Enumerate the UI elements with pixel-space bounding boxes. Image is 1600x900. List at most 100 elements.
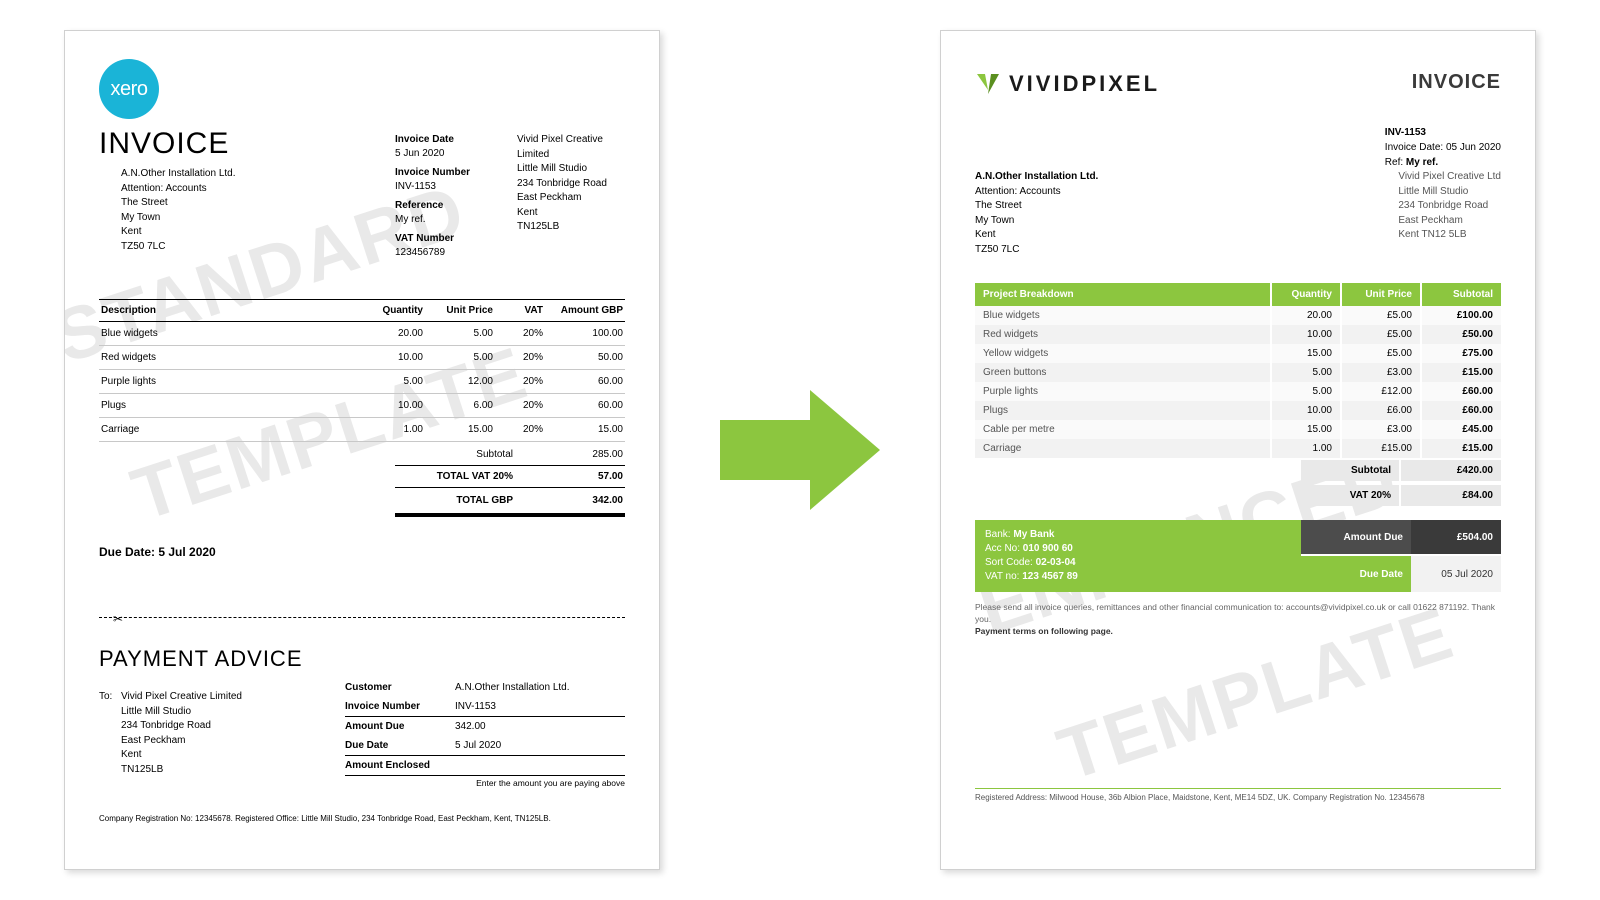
table-cell: £3.00 <box>1341 363 1421 382</box>
table-cell: Carriage <box>99 418 365 442</box>
meta-date-right: Invoice Date: 05 Jun 2020 <box>1385 140 1501 155</box>
arrow-icon <box>700 390 900 510</box>
bank-info: Bank: My Bank Acc No: 010 900 60 Sort Co… <box>975 520 1301 592</box>
advice-note: Enter the amount you are paying above <box>345 778 625 788</box>
bank-l2: 010 900 60 <box>1023 543 1073 554</box>
table-cell: £15.00 <box>1341 439 1421 458</box>
meta-date-label: Invoice Date <box>395 133 505 147</box>
from-l6: Kent <box>517 206 625 221</box>
col-header: Project Breakdown <box>975 283 1271 306</box>
meta-num-label: Invoice Number <box>395 166 505 180</box>
table-cell: 20% <box>495 370 545 394</box>
table-cell: 60.00 <box>545 394 625 418</box>
table-row: Red widgets10.00£5.00£50.00 <box>975 325 1501 344</box>
table-cell: Blue widgets <box>99 322 365 346</box>
subtotal-value-right: £420.00 <box>1401 460 1501 481</box>
advice-to-l3: 234 Tonbridge Road <box>121 719 345 734</box>
vat-label: TOTAL VAT 20% <box>433 471 553 482</box>
table-cell: 1.00 <box>1271 439 1341 458</box>
from-l2: Limited <box>517 148 625 163</box>
from-l1: Vivid Pixel Creative <box>517 133 625 148</box>
advice-to-label: To: <box>99 690 121 705</box>
scissors-icon: ✂ <box>113 612 123 626</box>
invoice-title-right: INVOICE <box>1412 71 1501 94</box>
from-block: Vivid Pixel Creative Limited Little Mill… <box>505 127 625 259</box>
table-cell: £50.00 <box>1421 325 1501 344</box>
meta-num-right: INV-1153 <box>1385 127 1426 138</box>
subtotal-row-right: Subtotal £420.00 <box>975 460 1501 481</box>
advice-amt-label: Amount Due <box>345 721 455 732</box>
advice-due-label: Due Date <box>345 740 455 751</box>
page-footer-right: Registered Address: Milwood House, 36b A… <box>975 793 1501 802</box>
bank-l1-pre: Bank: <box>985 529 1013 540</box>
invoice-meta: Invoice Date 5 Jun 2020 Invoice Number I… <box>395 127 505 259</box>
total-label: TOTAL GBP <box>433 495 553 506</box>
advice-to-l5: Kent <box>121 748 345 763</box>
meta-ref-label: Reference <box>395 199 505 213</box>
table-cell: £5.00 <box>1341 344 1421 363</box>
from-right: Vivid Pixel Creative Ltd Little Mill Stu… <box>1398 170 1501 257</box>
line-items-table: DescriptionQuantityUnit PriceVATAmount G… <box>99 299 625 442</box>
payment-note-l2: Payment terms on following page. <box>975 626 1113 636</box>
totals-block: Subtotal285.00 TOTAL VAT 20%57.00 TOTAL … <box>99 444 625 517</box>
table-cell: £75.00 <box>1421 344 1501 363</box>
table-row: Blue widgets20.00£5.00£100.00 <box>975 306 1501 325</box>
line-items-table-right: Project BreakdownQuantityUnit PriceSubto… <box>975 283 1501 458</box>
advice-to-block: To:Vivid Pixel Creative Limited Little M… <box>99 678 345 788</box>
table-cell: 20.00 <box>1271 306 1341 325</box>
table-row: Purple lights5.00£12.00£60.00 <box>975 382 1501 401</box>
table-cell: 10.00 <box>1271 325 1341 344</box>
advice-to-l1: Vivid Pixel Creative Limited <box>121 691 242 702</box>
table-row: Purple lights5.0012.0020%60.00 <box>99 370 625 394</box>
subtotal-value: 285.00 <box>553 449 623 460</box>
table-row: Cable per metre15.00£3.00£45.00 <box>975 420 1501 439</box>
table-cell: 20.00 <box>365 322 425 346</box>
due-date-value-right: 05 Jul 2020 <box>1411 556 1501 592</box>
from-l1-right: Vivid Pixel Creative Ltd <box>1398 170 1501 185</box>
table-cell: 20% <box>495 346 545 370</box>
from-l3: Little Mill Studio <box>517 162 625 177</box>
enhanced-invoice-page: ENHANCED TEMPLATE VIVIDPIXEL INVOICE INV… <box>940 30 1536 870</box>
table-row: Blue widgets20.005.0020%100.00 <box>99 322 625 346</box>
col-header: VAT <box>495 300 545 322</box>
due-date: Due Date: 5 Jul 2020 <box>99 545 625 559</box>
page-footer-left: Company Registration No: 12345678. Regis… <box>99 814 625 823</box>
table-cell: 20% <box>495 322 545 346</box>
meta-date-value: 5 Jun 2020 <box>395 148 445 159</box>
advice-to-l6: TN125LB <box>121 763 345 778</box>
meta-vat-value: 123456789 <box>395 247 445 258</box>
vividpixel-mark-icon <box>975 72 1001 96</box>
due-date-label-right: Due Date <box>1301 556 1411 592</box>
table-cell: £15.00 <box>1421 439 1501 458</box>
col-header: Quantity <box>1271 283 1341 306</box>
table-cell: 15.00 <box>545 418 625 442</box>
table-cell: Red widgets <box>975 325 1271 344</box>
advice-to-l2: Little Mill Studio <box>121 705 345 720</box>
table-cell: 60.00 <box>545 370 625 394</box>
col-header: Amount GBP <box>545 300 625 322</box>
total-value: 342.00 <box>553 495 623 506</box>
table-cell: 5.00 <box>425 322 495 346</box>
table-cell: Purple lights <box>99 370 365 394</box>
cut-line <box>99 617 625 618</box>
payment-note-l1: Please send all invoice queries, remitta… <box>975 602 1501 626</box>
table-cell: 10.00 <box>1271 401 1341 420</box>
advice-to-l4: East Peckham <box>121 734 345 749</box>
bill-to-block: A.N.Other Installation Ltd. Attention: A… <box>99 167 395 254</box>
meta-ref-pre: Ref: <box>1385 157 1406 168</box>
col-header: Description <box>99 300 365 322</box>
bill-to-l1: The Street <box>121 196 395 211</box>
standard-invoice-page: STANDARD TEMPLATE xero INVOICE A.N.Other… <box>64 30 660 870</box>
table-cell: 15.00 <box>425 418 495 442</box>
bill-l3-right: Kent <box>975 228 1098 243</box>
table-cell: £12.00 <box>1341 382 1421 401</box>
table-cell: £5.00 <box>1341 306 1421 325</box>
col-header: Quantity <box>365 300 425 322</box>
bill-to-l2: My Town <box>121 211 395 226</box>
meta-num-value: INV-1153 <box>395 181 436 192</box>
advice-num-label: Invoice Number <box>345 701 455 712</box>
table-cell: 10.00 <box>365 346 425 370</box>
vat-label-right: VAT 20% <box>1301 485 1401 506</box>
vat-value-right: £84.00 <box>1401 485 1501 506</box>
bill-l4-right: TZ50 7LC <box>975 243 1098 258</box>
